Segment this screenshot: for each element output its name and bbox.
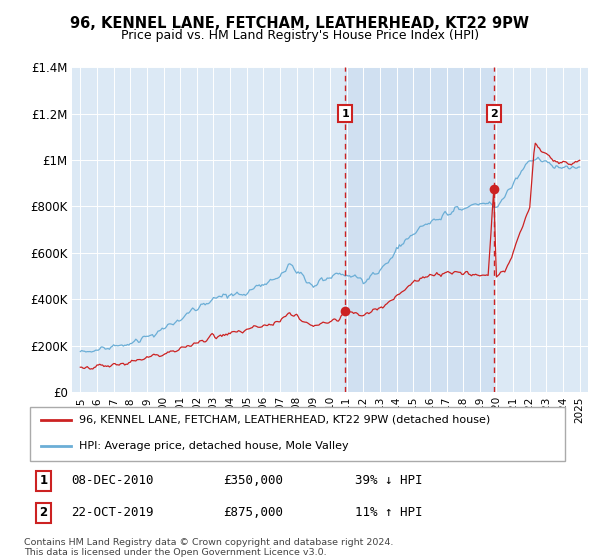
Text: 2: 2 (490, 109, 497, 119)
Text: £875,000: £875,000 (223, 506, 283, 519)
Text: Price paid vs. HM Land Registry's House Price Index (HPI): Price paid vs. HM Land Registry's House … (121, 29, 479, 42)
Text: 39% ↓ HPI: 39% ↓ HPI (355, 474, 422, 487)
Text: £350,000: £350,000 (223, 474, 283, 487)
Text: 22-OCT-2019: 22-OCT-2019 (71, 506, 154, 519)
Bar (346, 67, 494, 392)
Text: 2: 2 (39, 506, 47, 519)
Text: 08-DEC-2010: 08-DEC-2010 (71, 474, 154, 487)
Text: HPI: Average price, detached house, Mole Valley: HPI: Average price, detached house, Mole… (79, 441, 349, 451)
Text: 96, KENNEL LANE, FETCHAM, LEATHERHEAD, KT22 9PW: 96, KENNEL LANE, FETCHAM, LEATHERHEAD, K… (71, 16, 530, 31)
Text: 1: 1 (39, 474, 47, 487)
Text: 11% ↑ HPI: 11% ↑ HPI (355, 506, 422, 519)
Text: 96, KENNEL LANE, FETCHAM, LEATHERHEAD, KT22 9PW (detached house): 96, KENNEL LANE, FETCHAM, LEATHERHEAD, K… (79, 415, 490, 425)
Text: Contains HM Land Registry data © Crown copyright and database right 2024.
This d: Contains HM Land Registry data © Crown c… (24, 538, 394, 557)
Text: 1: 1 (341, 109, 349, 119)
FancyBboxPatch shape (29, 407, 565, 461)
